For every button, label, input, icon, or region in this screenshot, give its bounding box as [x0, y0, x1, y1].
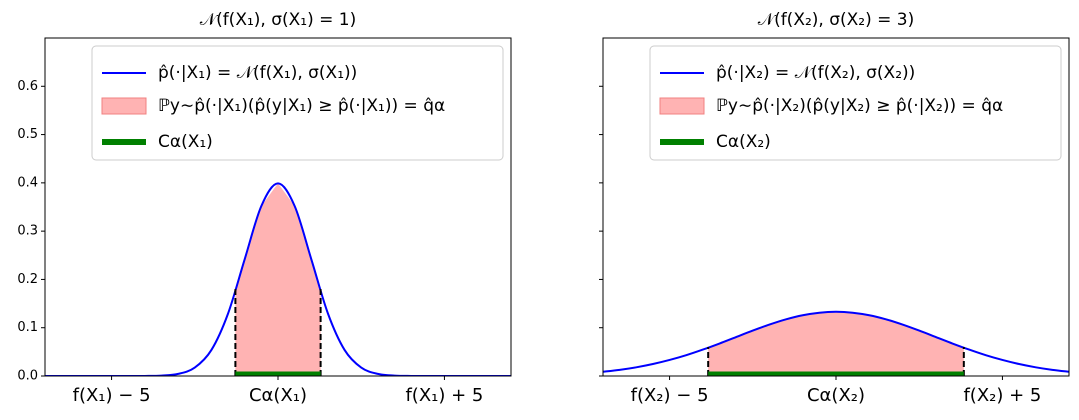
y-tick-label: 0.6: [17, 79, 38, 94]
legend-label: p̂(·|X₂) = 𝒩(f(X₂), σ(X₂)): [716, 63, 915, 83]
chart-title: 𝒩(f(X₂), σ(X₂) = 3): [758, 10, 914, 30]
legend-label: ℙy∼p̂(·|X₂)(p̂(y|X₂) ≥ p̂(·|X₂)) = q̂α: [716, 96, 1003, 116]
density-curve: [603, 310, 1069, 373]
density-curve: [45, 182, 511, 376]
chart-title: 𝒩(f(X₁), σ(X₁) = 1): [200, 10, 356, 30]
legend-label: ℙy∼p̂(·|X₁)(p̂(y|X₁) ≥ p̂(·|X₁)) = q̂α: [158, 96, 445, 116]
legend-box: [91, 45, 504, 161]
legend-swatch: [101, 97, 147, 115]
legend-swatch: [659, 97, 705, 115]
x-tick-label: Cα(X₁): [249, 385, 307, 406]
legend-box: [649, 45, 1062, 161]
y-tick-label: 0.1: [17, 320, 38, 335]
legend-label: Cα(X₂): [716, 132, 771, 152]
y-tick-label: 0.4: [17, 175, 38, 190]
y-tick-label: 0.5: [17, 127, 38, 142]
x-tick-label: f(X₁) + 5: [405, 385, 483, 406]
x-tick-label: f(X₂) + 5: [963, 385, 1041, 406]
x-tick-label: f(X₂) − 5: [631, 385, 709, 406]
y-tick-label: 0.0: [17, 369, 38, 384]
interval-fill: [708, 311, 964, 376]
legend-label: p̂(·|X₁) = 𝒩(f(X₁), σ(X₁)): [158, 63, 357, 83]
x-tick-label: f(X₁) − 5: [73, 385, 151, 406]
legend-label: Cα(X₁): [158, 132, 213, 152]
y-tick-label: 0.3: [17, 224, 38, 239]
y-tick-label: 0.2: [17, 272, 38, 287]
interval-fill: [235, 183, 321, 376]
x-tick-label: Cα(X₂): [807, 385, 865, 406]
